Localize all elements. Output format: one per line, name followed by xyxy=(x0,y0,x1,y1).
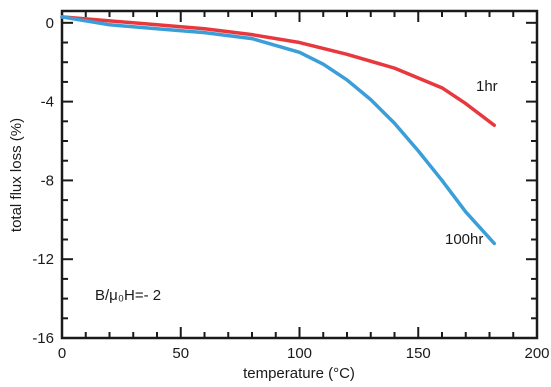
y-axis-label: total flux loss (%) xyxy=(8,118,25,232)
series-labels: 1hr 100hr xyxy=(445,78,498,248)
series-label-100hr: 100hr xyxy=(445,231,483,248)
y-tick-label: -16 xyxy=(32,330,54,347)
annotation-text: B/μ₀H=- 2 xyxy=(95,287,161,304)
x-axis-label: temperature (°C) xyxy=(243,365,355,382)
y-tick-label: -4 xyxy=(41,94,54,111)
x-tick-label: 200 xyxy=(524,345,549,362)
series-group xyxy=(60,15,496,246)
x-tick-label: 100 xyxy=(287,345,312,362)
y-tick-label: -8 xyxy=(41,172,54,189)
series-line-100hr xyxy=(60,15,496,246)
series-line-1hr xyxy=(60,15,496,128)
x-tick-label: 50 xyxy=(172,345,189,362)
x-tick-label: 150 xyxy=(406,345,431,362)
y-tick-label: -12 xyxy=(32,251,54,268)
series-label-1hr: 1hr xyxy=(476,78,498,95)
x-tick-label: 0 xyxy=(58,345,66,362)
tick-marks xyxy=(61,11,538,339)
tick-labels: 0 50 100 150 200 0 -4 -8 -12 -16 xyxy=(32,15,549,362)
y-tick-label: 0 xyxy=(46,15,54,32)
